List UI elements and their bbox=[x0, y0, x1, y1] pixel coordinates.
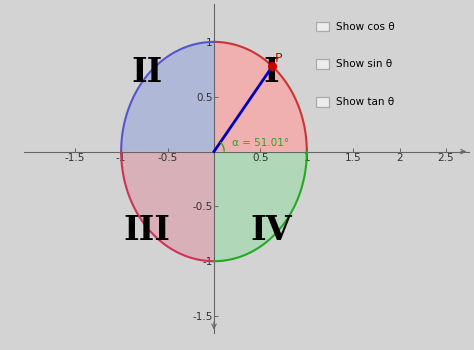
Bar bbox=[311, 23, 467, 113]
Text: I: I bbox=[264, 56, 279, 89]
Text: IV: IV bbox=[251, 214, 292, 247]
Text: Show cos θ: Show cos θ bbox=[336, 22, 394, 32]
Text: II: II bbox=[131, 56, 163, 89]
Text: P: P bbox=[275, 52, 283, 65]
Polygon shape bbox=[214, 42, 307, 152]
Polygon shape bbox=[121, 152, 214, 261]
Text: Show sin θ: Show sin θ bbox=[336, 60, 392, 69]
Bar bbox=[316, 97, 329, 107]
Polygon shape bbox=[214, 152, 307, 261]
Text: III: III bbox=[124, 214, 171, 247]
Text: α = 51.01°: α = 51.01° bbox=[232, 138, 289, 147]
Polygon shape bbox=[121, 42, 214, 152]
Bar bbox=[316, 22, 329, 32]
Bar bbox=[316, 60, 329, 69]
Text: Show tan θ: Show tan θ bbox=[336, 97, 394, 107]
